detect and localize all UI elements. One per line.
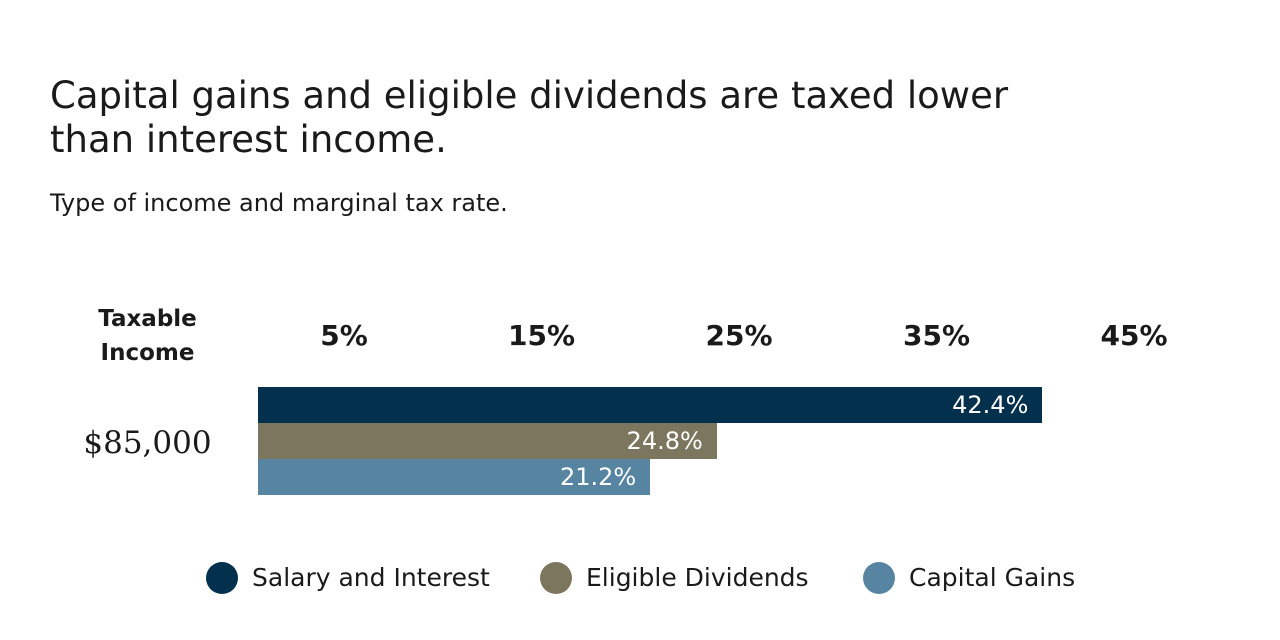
bar-capital-gains: 21.2% [258,459,651,495]
legend-item: Salary and Interest [206,558,490,598]
bar-salary-and-interest: 42.4% [258,387,1043,423]
legend-swatch [206,562,238,594]
legend: Salary and Interest Eligible Dividends Cap… [0,558,1280,598]
x-tick-label: 25% [705,319,773,352]
chart-title: Capital gains and eligible dividends are… [50,74,1009,161]
x-tick-label: 45% [1100,319,1168,352]
legend-item: Eligible Dividends [540,558,809,598]
chart-subtitle: Type of income and marginal tax rate. [50,189,508,217]
legend-label: Capital Gains [909,563,1076,592]
bar-value-label: 24.8% [626,427,703,455]
x-tick-label: 35% [902,319,971,352]
legend-label: Eligible Dividends [586,563,809,592]
legend-swatch [863,562,895,594]
x-tick-label: 5% [320,319,368,352]
legend-swatch [540,562,572,594]
bar-eligible-dividends: 24.8% [258,423,717,459]
category-label: $85,000 [83,425,212,461]
legend-label: Salary and Interest [252,563,490,592]
row-header: Taxable Income [98,306,197,366]
bar-value-label: 42.4% [952,391,1029,419]
legend-item: Capital Gains [863,558,1075,598]
bar-value-label: 21.2% [559,463,637,491]
x-tick-label: 15% [507,319,576,352]
